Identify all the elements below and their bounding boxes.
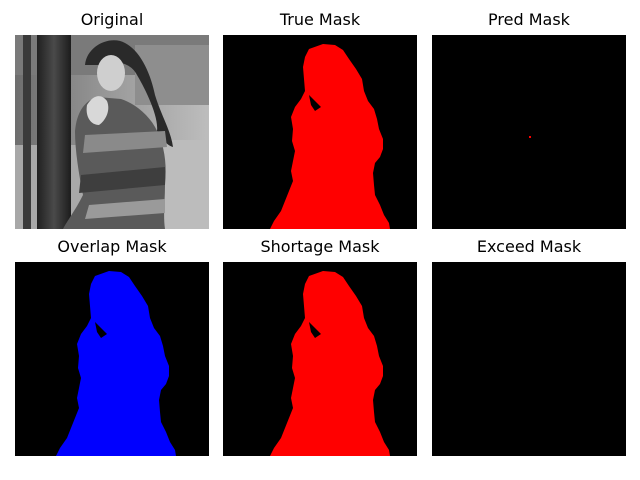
panel-title: Original xyxy=(80,10,144,29)
exceed-mask-image xyxy=(432,262,626,456)
panel-title: Pred Mask xyxy=(488,10,570,29)
original-photo xyxy=(15,35,209,229)
panel-title: Exceed Mask xyxy=(476,237,582,256)
panel-title: True Mask xyxy=(279,10,361,29)
true-mask-image xyxy=(223,35,417,229)
shortage-mask-image xyxy=(223,262,417,456)
pred-mask-image xyxy=(432,35,626,229)
panel-title: Shortage Mask xyxy=(260,237,380,256)
overlap-mask-image xyxy=(15,262,209,456)
panel-title: Overlap Mask xyxy=(57,237,167,256)
